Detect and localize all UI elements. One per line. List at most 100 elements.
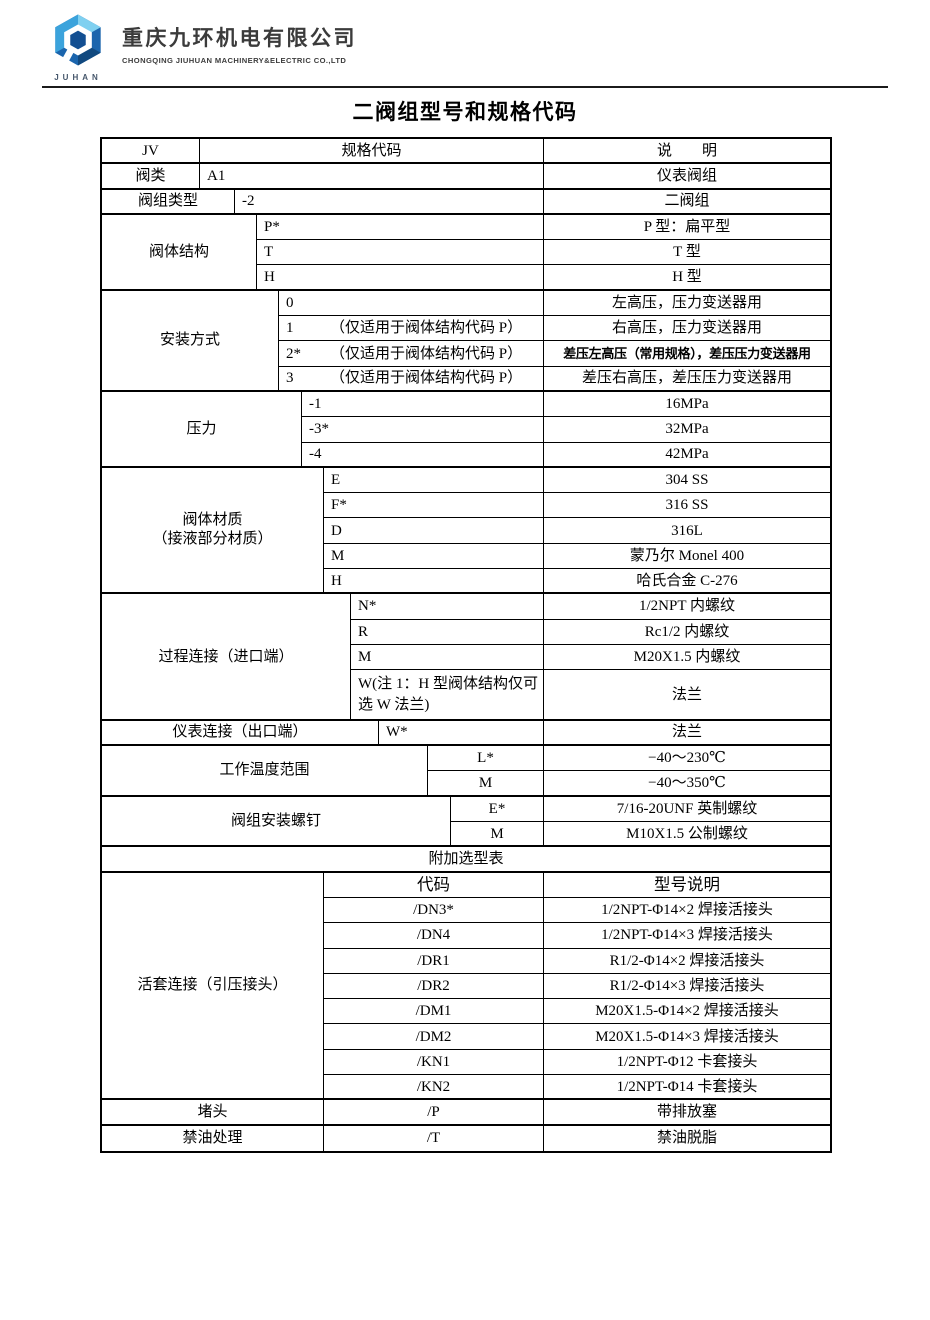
mounting-desc: 差压左高压（常用规格），差压压力变送器用: [544, 341, 830, 367]
additional-options-title: 附加选型表: [102, 847, 830, 873]
union-code: /DR1: [324, 948, 544, 974]
body-structure-desc: H 型: [544, 265, 830, 291]
spec-code-table: JV 规格代码 说 明 阀类 A1 仪表阀组 阀组类型 -2 二阀组 阀体结构 …: [100, 137, 832, 1153]
group-type-label: 阀组类型: [102, 189, 235, 215]
juhan-hexagon-logo-icon: [55, 14, 101, 66]
mounting-code: 0: [279, 290, 544, 317]
temperature-code: L*: [428, 746, 544, 772]
process-connection-desc: 法兰: [544, 670, 830, 721]
mounting-code-note: （仅适用于阀体结构代码 P）: [330, 320, 523, 337]
header-spec-code-cell: 规格代码: [200, 139, 544, 165]
mounting-screw-code: E*: [451, 796, 544, 823]
temperature-desc: −40～350℃: [544, 771, 830, 797]
union-code: /DR2: [324, 973, 544, 1000]
body-structure-label: 阀体结构: [102, 214, 257, 291]
mounting-code-value: 3: [286, 370, 294, 387]
union-desc: R1/2-Φ14×3 焊接活接头: [544, 974, 830, 1000]
instrument-connection-label: 仪表连接（出口端）: [102, 720, 379, 747]
mounting-code: 1 （仅适用于阀体结构代码 P）: [279, 316, 544, 342]
company-name-block: 重庆九环机电有限公司 CHONGQING JIUHUAN MACHINERY&E…: [122, 14, 357, 65]
company-name-cn: 重庆九环机电有限公司: [122, 26, 357, 50]
temperature-desc: −40～230℃: [544, 746, 830, 772]
pressure-code: -1: [302, 391, 544, 418]
process-connection-code-w: W(注 1：H 型阀体结构仅可选 W 法兰): [351, 670, 544, 721]
mounting-desc: 左高压，压力变送器用: [544, 291, 830, 317]
mounting-code: 2* （仅适用于阀体结构代码 P）: [279, 341, 544, 367]
union-code: /DM1: [324, 999, 544, 1025]
mounting-screw-desc: 7/16-20UNF 英制螺纹: [544, 797, 830, 823]
oil-free-desc: 禁油脱脂: [656, 1130, 717, 1147]
mounting-code-note: （仅适用于阀体结构代码 P）: [330, 370, 523, 387]
mounting-code-note: （仅适用于阀体结构代码 P）: [330, 345, 523, 362]
body-material-code: E: [324, 467, 544, 494]
company-logo: JUHAN: [48, 14, 108, 82]
body-material-desc: 316L: [544, 518, 830, 544]
logo-caption: JUHAN: [54, 73, 102, 82]
temperature-label: 工作温度范围: [102, 746, 428, 797]
page-title: 二阀组型号和规格代码: [352, 100, 578, 124]
union-desc: 1/2NPT-Φ12 卡套接头: [544, 1050, 830, 1075]
body-material-code: F*: [324, 493, 544, 519]
instrument-connection-desc: 法兰: [544, 721, 830, 747]
body-structure-code: P*: [257, 214, 544, 241]
oil-free-label: 禁油处理: [102, 1125, 324, 1151]
plug-code: /P: [324, 1100, 544, 1126]
plug-desc: 带排放塞: [544, 1100, 830, 1126]
pressure-code: -4: [302, 442, 544, 468]
group-type-desc: 二阀组: [544, 190, 830, 215]
temperature-code: M: [428, 771, 544, 797]
pressure-desc: 42MPa: [544, 443, 830, 468]
mounting-label: 安装方式: [102, 290, 279, 392]
pressure-desc: 32MPa: [544, 417, 830, 443]
union-desc: 1/2NPT-Φ14×2 焊接活接头: [544, 898, 830, 924]
mounting-desc: 差压右高压，差压压力变送器用: [544, 367, 830, 392]
instrument-connection-code: W*: [379, 720, 544, 747]
body-material-code: D: [324, 518, 544, 544]
pressure-label: 压力: [102, 391, 302, 468]
union-code: /DN3*: [324, 897, 544, 924]
group-type-code: -2: [235, 189, 544, 215]
body-material-label-line2: （接液部分材质）: [152, 531, 273, 548]
body-material-label: 阀体材质 （接液部分材质）: [102, 467, 324, 595]
union-code: /DN4: [324, 923, 544, 949]
pressure-desc: 16MPa: [544, 392, 830, 418]
valve-class-label: 阀类: [102, 164, 200, 190]
letterhead: JUHAN 重庆九环机电有限公司 CHONGQING JIUHUAN MACHI…: [48, 14, 357, 82]
header-divider: [42, 86, 888, 88]
mounting-screw-label: 阀组安装螺钉: [102, 796, 451, 848]
valve-class-desc: 仪表阀组: [544, 164, 830, 190]
header-jv-cell: JV: [102, 139, 200, 165]
mounting-screw-desc: M10X1.5 公制螺纹: [544, 822, 830, 848]
process-connection-desc: 1/2NPT 内螺纹: [544, 594, 830, 620]
body-structure-desc: P 型：扁平型: [544, 215, 830, 241]
union-code: /DM2: [324, 1024, 544, 1050]
process-connection-desc: M20X1.5 内螺纹: [544, 645, 830, 671]
mounting-code-value: 1: [286, 320, 294, 337]
mounting-code: 3 （仅适用于阀体结构代码 P）: [279, 366, 544, 392]
body-structure-code: T: [257, 240, 544, 266]
additional-desc-header: 型号说明: [544, 873, 830, 898]
process-connection-label: 过程连接（进口端）: [102, 594, 351, 721]
valve-class-code: A1: [200, 164, 544, 190]
company-name-en: CHONGQING JIUHUAN MACHINERY&ELECTRIC CO.…: [122, 56, 347, 65]
body-material-desc: 蒙乃尔 Monel 400: [544, 544, 830, 570]
plug-label: 堵头: [102, 1100, 324, 1126]
process-connection-code: M: [351, 644, 544, 671]
mounting-desc: 右高压，压力变送器用: [544, 316, 830, 342]
union-desc: 1/2NPT-Φ14×3 焊接活接头: [544, 923, 830, 949]
mounting-screw-code: M: [451, 822, 544, 848]
body-material-code: M: [324, 543, 544, 570]
process-connection-desc: Rc1/2 内螺纹: [544, 620, 830, 645]
body-material-desc: 哈氏合金 C-276: [544, 569, 830, 595]
union-connection-label: 活套连接（引压接头）: [102, 872, 324, 1101]
union-desc: 1/2NPT-Φ14 卡套接头: [544, 1075, 830, 1101]
union-code: /KN2: [324, 1074, 544, 1101]
header-desc-cell: 说 明: [544, 139, 830, 165]
oil-free-code: /T: [324, 1125, 544, 1151]
body-material-code: H: [324, 569, 544, 595]
union-desc: M20X1.5-Φ14×2 焊接活接头: [544, 999, 830, 1025]
union-desc: R1/2-Φ14×2 焊接活接头: [544, 949, 830, 974]
mounting-code-value: 2*: [286, 345, 301, 362]
union-code: /KN1: [324, 1049, 544, 1075]
